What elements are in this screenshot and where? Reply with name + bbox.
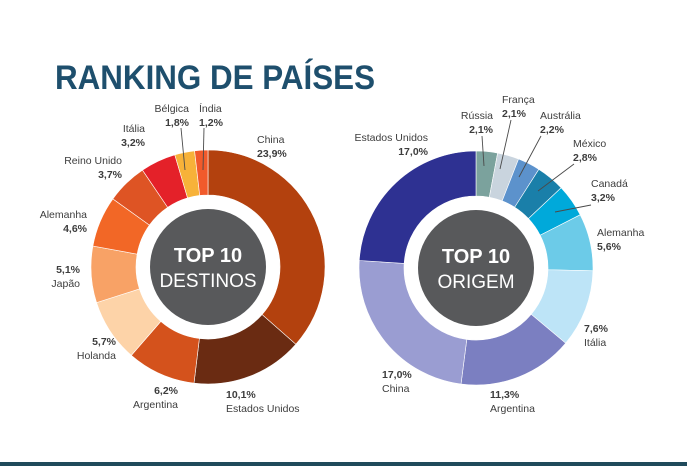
destinos-label-japao: Japão (51, 278, 80, 290)
origem-value-russia: 2,1% (469, 124, 494, 136)
origem-leader-line-franca (499, 119, 512, 170)
origem-labels: Rússia 2,1% França 2,1% Austrália 2,2% México 2… (354, 94, 644, 415)
page-title: RANKING DE PAÍSES (55, 59, 375, 97)
destinos-slices (90, 149, 326, 385)
destinos-label-reino-unido: Reino Unido (64, 155, 122, 167)
origem-center-circle (418, 210, 534, 326)
origem-label-franca: França (502, 94, 535, 106)
destinos-center-title: TOP 10 (174, 245, 242, 267)
destinos-label-holanda: Holanda (77, 350, 116, 362)
origem-label-argentina: Argentina (490, 403, 535, 415)
destinos-label-belgica: Bélgica (155, 103, 190, 115)
origem-label-mexico: México (573, 138, 606, 150)
destinos-label-india: Índia (199, 102, 222, 115)
origem-value-alemanha: 5,6% (597, 241, 622, 253)
destinos-leader-lines (180, 127, 205, 171)
origem-value-franca: 2,1% (502, 108, 527, 120)
bottom-rule (0, 462, 687, 466)
origem-label-canada: Canadá (591, 178, 628, 190)
destinos-value-belgica: 1,8% (165, 117, 190, 129)
origem-donut-chart: Rússia 2,1% França 2,1% Austrália 2,2% México 2… (354, 94, 644, 415)
destinos-label-argentina: Argentina (133, 399, 178, 411)
origem-leader-line-canada (554, 204, 592, 213)
origem-leader-line-australia (518, 135, 542, 178)
destinos-value-holanda: 5,7% (92, 336, 117, 348)
destinos-leader-line-india (202, 127, 205, 171)
origem-label-australia: Austrália (540, 110, 581, 122)
destinos-center-subtitle: DESTINOS (159, 271, 256, 292)
origem-slices (358, 150, 594, 386)
destinos-donut-chart: China 23,9% Estados Unidos 10,1% Argentina 6,… (40, 102, 326, 415)
origem-label-russia: Rússia (461, 110, 493, 122)
origem-value-estados-unidos: 17,0% (398, 146, 428, 158)
destinos-label-italia: Itália (123, 123, 145, 135)
destinos-slice-china (207, 149, 326, 345)
origem-leader-line-mexico (537, 163, 575, 192)
origem-label-alemanha: Alemanha (597, 227, 644, 239)
destinos-value-india: 1,2% (199, 117, 224, 129)
origem-label-estados-unidos: Estados Unidos (354, 132, 428, 144)
origem-center-subtitle: ORIGEM (437, 272, 514, 293)
destinos-value-argentina: 6,2% (154, 385, 179, 397)
origem-value-canada: 3,2% (591, 192, 616, 204)
destinos-labels: China 23,9% Estados Unidos 10,1% Argentina 6,… (40, 102, 300, 415)
origem-value-china: 17,0% (382, 369, 412, 381)
destinos-value-reino-unido: 3,7% (98, 169, 123, 181)
origem-value-argentina: 11,3% (490, 389, 520, 401)
origem-value-mexico: 2,8% (573, 152, 598, 164)
destinos-center-circle (150, 209, 266, 325)
destinos-value-japao: 5,1% (56, 264, 81, 276)
destinos-value-italia: 3,2% (121, 137, 146, 149)
destinos-value-estados-unidos: 10,1% (226, 389, 256, 401)
destinos-label-china: China (257, 134, 285, 146)
origem-label-china: China (382, 383, 410, 395)
destinos-slice-india (194, 149, 209, 196)
origem-value-italia: 7,6% (584, 323, 609, 335)
destinos-leader-line-belgica (180, 127, 186, 171)
origem-value-australia: 2,2% (540, 124, 565, 136)
origem-slice-estados-unidos (358, 150, 477, 264)
destinos-value-alemanha: 4,6% (63, 223, 88, 235)
origem-center-title: TOP 10 (442, 246, 510, 268)
origem-leader-line-russia (481, 135, 485, 167)
destinos-label-estados-unidos: Estados Unidos (226, 403, 300, 415)
origem-label-italia: Itália (584, 337, 606, 349)
destinos-value-china: 23,9% (257, 148, 287, 160)
origem-leader-lines (481, 119, 592, 213)
destinos-label-alemanha: Alemanha (40, 209, 87, 221)
